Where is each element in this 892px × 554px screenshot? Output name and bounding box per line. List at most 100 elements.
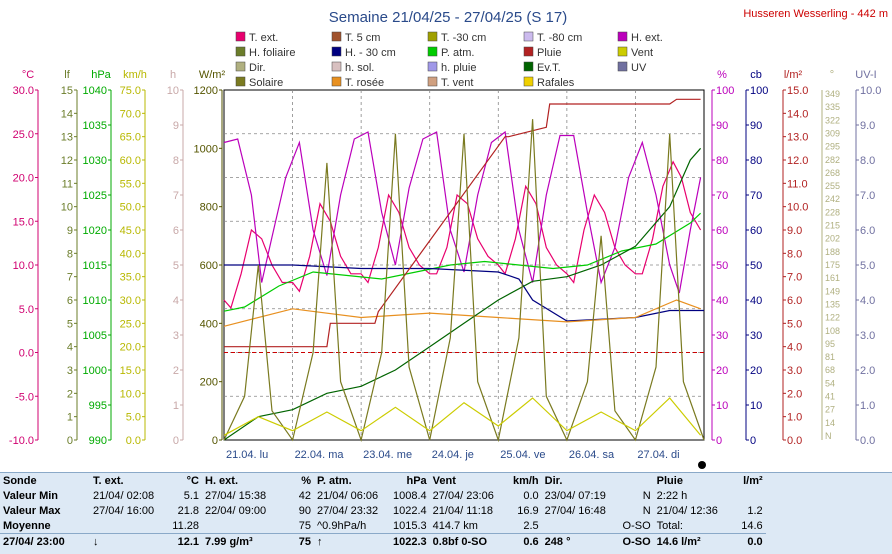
legend-swatch	[427, 31, 438, 42]
tick-label: 9	[67, 225, 73, 237]
tick-label: 0.0	[19, 348, 34, 360]
tick-label: 10	[61, 202, 73, 214]
tick-label: 100	[716, 85, 734, 97]
cell: 248 °	[541, 533, 618, 549]
tick-label: 400	[200, 318, 218, 330]
tick-label: 20.0	[13, 173, 34, 185]
stats-row-current: 27/04/ 23:00 ↓ 12.1 7.99 g/m³ 75 ↑ 1022.…	[0, 533, 766, 549]
tick-label: 20	[716, 365, 728, 377]
tick-label: 4	[67, 342, 73, 354]
tick-label: 80	[750, 155, 762, 167]
stats-panel: Sonde T. ext. °C H. ext. % P. atm. hPa V…	[0, 472, 892, 554]
tick-label: 50.0	[120, 202, 141, 214]
tick-label: 15.0	[787, 85, 808, 97]
legend-label: T. -80 cm	[537, 32, 582, 44]
day-label: 24.04. je	[432, 449, 474, 461]
row-label: Valeur Max	[3, 504, 61, 517]
legend-swatch	[617, 31, 628, 42]
tick-label: 200	[200, 377, 218, 389]
tick-label: 75.0	[120, 85, 141, 97]
cell: 27/04/ 23:06	[432, 489, 494, 502]
tick-label: 27	[825, 405, 835, 415]
tick-label: 7	[173, 190, 179, 202]
tick-label: 9.0	[787, 225, 802, 237]
tick-label: 55.0	[120, 178, 141, 190]
cell: 1.2	[747, 504, 763, 517]
cell: 21/04/ 02:08	[93, 489, 155, 502]
stats-header: Dir.	[544, 474, 563, 487]
legend-label: Rafales	[537, 77, 575, 89]
tick-label: 282	[825, 155, 840, 165]
tick-label: 8.0	[787, 248, 802, 260]
tick-label: N	[825, 431, 832, 441]
tick-label: 2.0	[860, 365, 875, 377]
series-line	[223, 147, 702, 441]
tick-label: 255	[825, 181, 840, 191]
tick-label: 20	[750, 365, 762, 377]
tick-label: 1025	[83, 190, 107, 202]
legend-label: Ev.T.	[537, 62, 561, 74]
day-label: 22.04. ma	[295, 449, 345, 461]
tick-label: 1005	[83, 330, 107, 342]
tick-label: 12	[61, 155, 73, 167]
legend-label: P. atm.	[441, 47, 474, 59]
tick-label: 2.0	[787, 388, 802, 400]
tick-label: 149	[825, 286, 840, 296]
row-label: 27/04/ 23:00	[0, 533, 90, 549]
series-line	[223, 212, 702, 312]
legend-label: h. pluie	[441, 62, 476, 74]
tick-label: 309	[825, 128, 840, 138]
cell: 21.8	[177, 504, 199, 517]
legend-label: Solaire	[249, 77, 283, 89]
tick-label: 6.0	[787, 295, 802, 307]
tick-label: 9	[173, 120, 179, 132]
axis-unit: l/m²	[784, 69, 803, 81]
legend-swatch	[331, 31, 342, 42]
tick-label: 0.0	[860, 435, 875, 447]
tick-label: 10	[167, 85, 179, 97]
chart-title: Semaine 21/04/25 - 27/04/25 (S 17)	[329, 9, 568, 26]
tick-label: 175	[825, 260, 840, 270]
legend-label: H. foliaire	[249, 47, 295, 59]
tick-label: 215	[825, 221, 840, 231]
stats-row: Valeur Max 27/04/ 16:00 21.8 22/04/ 09:0…	[0, 503, 766, 518]
tick-label: 40	[750, 295, 762, 307]
tick-label: 268	[825, 168, 840, 178]
stats-row: Moyenne 11.28 75 ^0.9hPa/h 1015.3 414.7 …	[0, 518, 766, 534]
cell: N	[642, 504, 651, 517]
tick-label: 81	[825, 352, 835, 362]
day-label: 26.04. sa	[569, 449, 615, 461]
tick-label: 8	[173, 155, 179, 167]
tick-label: 0.0	[126, 435, 141, 447]
legend-swatch	[235, 61, 246, 72]
tick-label: 100	[750, 85, 768, 97]
tick-label: 70.0	[120, 108, 141, 120]
stats-table: Sonde T. ext. °C H. ext. % P. atm. hPa V…	[0, 473, 766, 549]
day-label: 21.04. lu	[226, 449, 268, 461]
stats-header: %	[301, 474, 311, 487]
tick-label: 7	[67, 272, 73, 284]
tick-label: 600	[200, 260, 218, 272]
tick-label: 0	[173, 435, 179, 447]
tick-label: 14	[61, 108, 73, 120]
station-name: Husseren Wesserling - 442 m	[743, 8, 888, 20]
tick-label: 5	[67, 318, 73, 330]
tick-label: 1	[173, 400, 179, 412]
tick-label: 90	[750, 120, 762, 132]
cell	[90, 518, 166, 534]
tick-label: 135	[825, 299, 840, 309]
legend-label: T. vent	[441, 77, 473, 89]
tick-label: 335	[825, 102, 840, 112]
cell: N	[642, 489, 651, 502]
tick-label: 1020	[83, 225, 107, 237]
tick-label: 40	[716, 295, 728, 307]
cell: 414.7 km	[432, 519, 478, 532]
row-label: Moyenne	[3, 519, 51, 532]
stats-header: °C	[186, 474, 199, 487]
tick-label: 242	[825, 194, 840, 204]
row-label: Valeur Min	[3, 489, 59, 502]
series-line	[223, 130, 702, 294]
tick-label: 95	[825, 339, 835, 349]
cell	[542, 518, 618, 534]
legend-swatch	[427, 61, 438, 72]
